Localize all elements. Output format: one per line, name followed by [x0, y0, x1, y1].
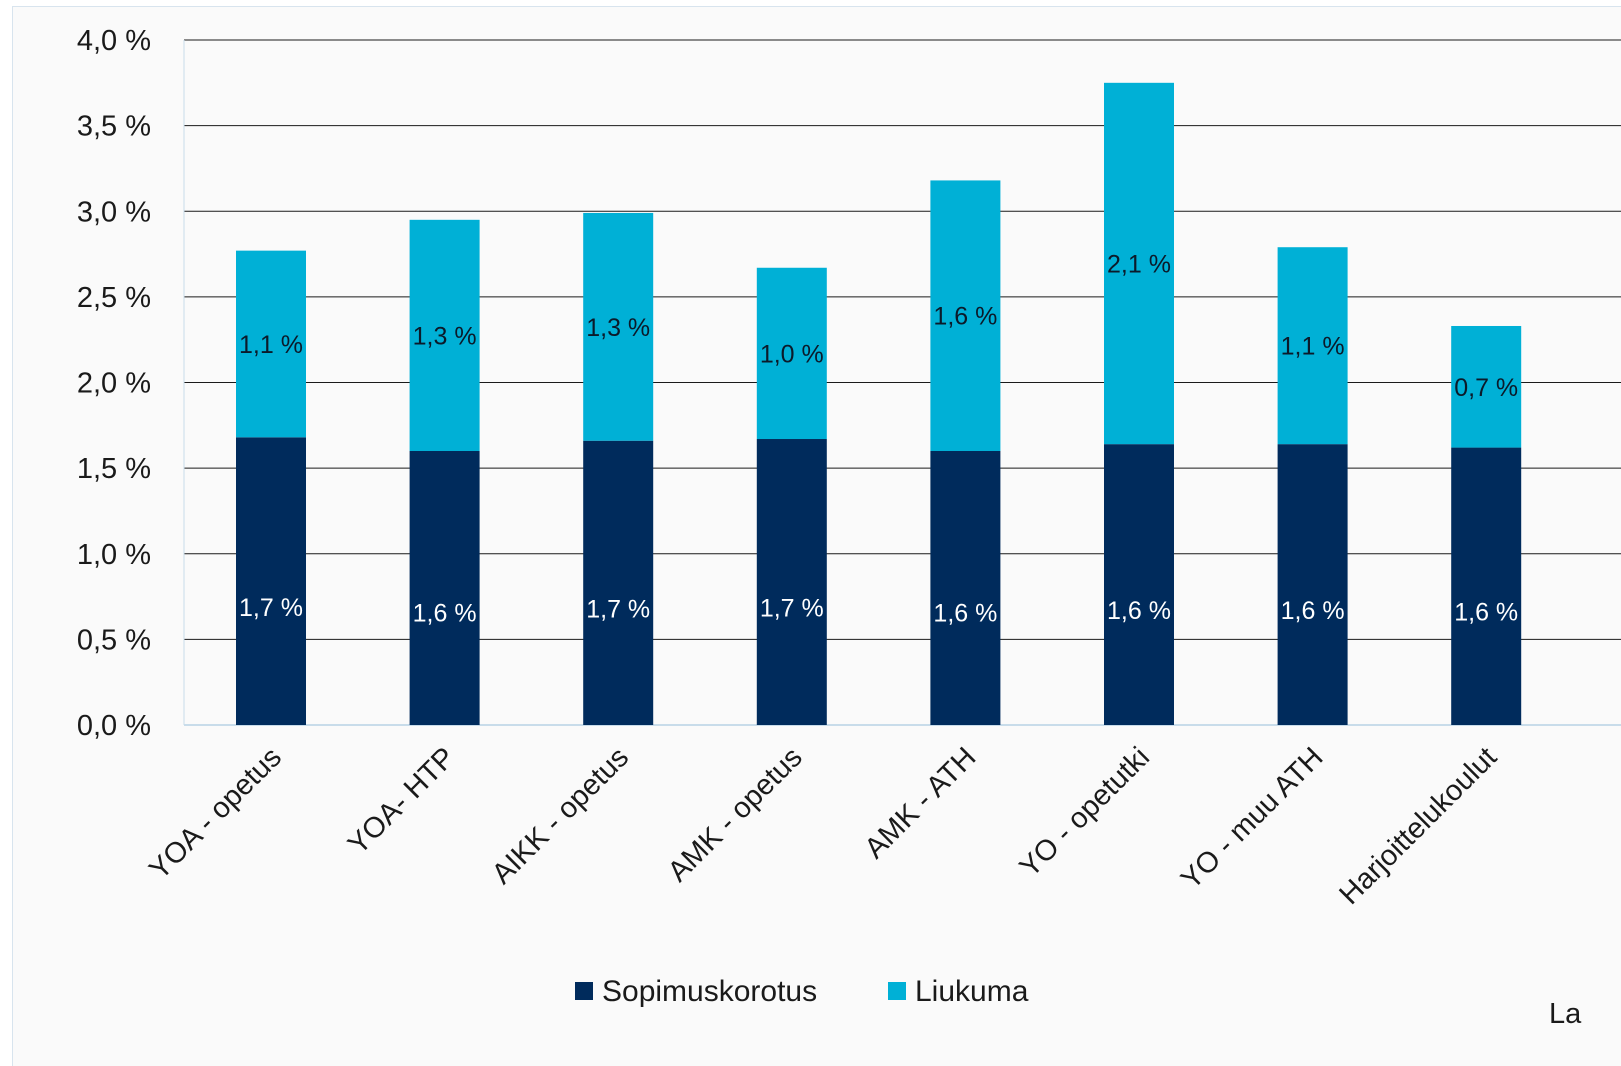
chart-frame: 0,0 % 0,5 % 1,0 % 1,5 % 2,0 % 2,5 % 3,0 % 3,5 %…	[12, 6, 1621, 1066]
data-label: 1,0 %	[760, 340, 824, 368]
legend-swatch-liukuma	[888, 982, 906, 1000]
bar-segment-liukuma	[1451, 325, 1522, 448]
data-label: 1,6 %	[1281, 597, 1345, 625]
bar-segment-sopimuskorotus	[930, 451, 1001, 725]
data-label: 1,6 %	[413, 600, 477, 628]
y-tick-label: 1,5 %	[77, 453, 151, 485]
bar-segment-liukuma	[756, 267, 827, 440]
bars	[236, 82, 1522, 725]
data-label: 1,7 %	[760, 595, 824, 623]
legend-label: Sopimuskorotus	[602, 975, 817, 1008]
bar-segment-sopimuskorotus	[236, 437, 306, 725]
category-label: AMK - ATH	[859, 741, 983, 865]
y-tick-label: 0,0 %	[77, 710, 151, 742]
data-label: 1,1 %	[239, 331, 303, 359]
bar-segment-liukuma	[1104, 82, 1174, 445]
data-label: 1,7 %	[586, 595, 650, 623]
data-label: 1,6 %	[933, 303, 997, 331]
data-label: 1,1 %	[1281, 333, 1345, 361]
bar-segment-liukuma	[236, 250, 306, 438]
y-tick-label: 0,5 %	[77, 624, 151, 656]
data-label: 1,6 %	[1454, 598, 1518, 626]
bar-segment-liukuma	[409, 219, 480, 451]
bar-segment-sopimuskorotus	[1277, 444, 1348, 725]
y-tick-label: 3,5 %	[77, 111, 151, 143]
bar-segment-liukuma	[930, 180, 1001, 452]
data-label: 1,3 %	[586, 314, 650, 342]
category-label: YO - opetutki	[1014, 741, 1156, 883]
bar-segment-sopimuskorotus	[756, 439, 827, 725]
category-label: YOA- HTP	[342, 741, 461, 860]
x-axis-categories: YOA - opetus YOA- HTP AIKK - opetus AMK - o…	[143, 741, 1503, 911]
y-axis-ticks: 0,0 % 0,5 % 1,0 % 1,5 % 2,0 % 2,5 % 3,0 % 3,5 %…	[77, 25, 151, 742]
legend-label: Liukuma	[915, 975, 1029, 1008]
data-label: 2,1 %	[1107, 250, 1171, 278]
y-tick-label: 2,5 %	[77, 282, 151, 314]
y-tick-label: 2,0 %	[77, 368, 151, 400]
category-label: YOA - opetus	[143, 741, 288, 886]
category-label: Harjoittelukoulut	[1333, 741, 1503, 911]
y-tick-label: 4,0 %	[77, 25, 151, 57]
data-label: 1,6 %	[1107, 597, 1171, 625]
bar-segment-liukuma	[583, 212, 654, 441]
source-note-fragment: La	[1549, 998, 1582, 1030]
gridlines	[183, 39, 1621, 726]
legend: Sopimuskorotus Liukuma	[575, 975, 1029, 1008]
category-label: AIKK - opetus	[486, 741, 635, 890]
y-tick-label: 1,0 %	[77, 539, 151, 571]
category-label: YO - muu ATH	[1175, 741, 1329, 895]
data-labels: 1,7 % 1,1 % 1,6 % 1,3 % 1,7 % 1,3 % 1,7 % 1,0 %…	[239, 250, 1518, 627]
data-label: 0,7 %	[1454, 374, 1518, 402]
data-label: 1,6 %	[933, 600, 997, 628]
legend-swatch-sopimuskorotus	[575, 982, 593, 1000]
category-label: AMK - opetus	[662, 741, 809, 888]
bar-segment-sopimuskorotus	[1104, 444, 1174, 725]
bar-segment-sopimuskorotus	[1451, 447, 1522, 725]
bar-segment-sopimuskorotus	[409, 451, 480, 725]
data-label: 1,3 %	[413, 322, 477, 350]
bar-segment-liukuma	[1277, 247, 1348, 445]
stacked-bar-chart: 0,0 % 0,5 % 1,0 % 1,5 % 2,0 % 2,5 % 3,0 % 3,5 %…	[77, 25, 1621, 1030]
y-tick-label: 3,0 %	[77, 196, 151, 228]
data-label: 1,7 %	[239, 594, 303, 622]
bar-segment-sopimuskorotus	[583, 440, 654, 725]
